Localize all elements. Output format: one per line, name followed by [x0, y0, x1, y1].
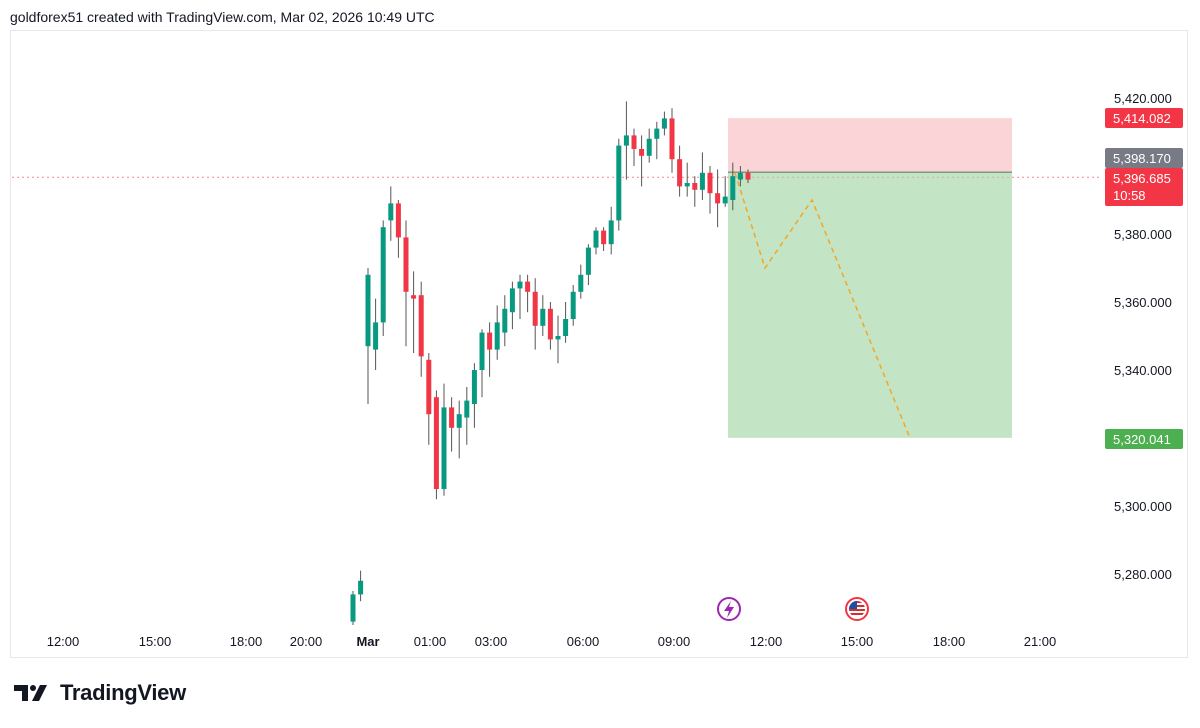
price-tick: 5,380.000: [1114, 227, 1172, 242]
candle-body: [692, 183, 698, 190]
candles-group: [350, 101, 751, 625]
candle-body: [737, 172, 743, 180]
candle-body: [441, 407, 447, 489]
candle-body: [585, 247, 591, 275]
candle-body: [669, 118, 675, 160]
candle-body: [722, 196, 728, 204]
candle-body: [745, 172, 751, 180]
candle-body: [654, 128, 660, 139]
candle-body: [639, 149, 645, 156]
time-tick: 12:00: [47, 634, 80, 649]
tradingview-logo-icon: [14, 685, 47, 701]
price-axis: 5,420.000 5,380.000 5,360.000 5,340.000 …: [1114, 91, 1172, 582]
stop-loss-zone[interactable]: [728, 118, 1012, 173]
candle-body: [661, 118, 667, 129]
candle-body: [426, 359, 432, 415]
candle-body: [532, 291, 538, 326]
candle-body: [631, 135, 637, 149]
time-tick: 01:00: [414, 634, 447, 649]
tradingview-wordmark: TradingView: [60, 680, 186, 705]
candle-body: [570, 291, 576, 319]
svg-text:5,320.041: 5,320.041: [1113, 432, 1171, 447]
candle-body: [715, 193, 721, 204]
candle-body: [684, 183, 690, 187]
candle-body: [502, 308, 508, 333]
candle-body: [540, 308, 546, 326]
candle-body: [699, 172, 705, 190]
price-tick: 5,360.000: [1114, 295, 1172, 310]
price-tick: 5,340.000: [1114, 363, 1172, 378]
time-tick: Mar: [356, 634, 379, 649]
price-tick: 5,420.000: [1114, 91, 1172, 106]
time-tick: 15:00: [139, 634, 172, 649]
candle-body: [555, 336, 561, 340]
reference-price-badge: 5,398.170: [1105, 148, 1183, 168]
take-profit-zone[interactable]: [728, 172, 1012, 438]
candle-body: [395, 203, 401, 238]
svg-text:5,396.685: 5,396.685: [1113, 171, 1171, 186]
candle-body: [509, 288, 515, 313]
bar-countdown: 10:58: [1113, 188, 1146, 203]
svg-text:5,398.170: 5,398.170: [1113, 151, 1171, 166]
candle-body: [365, 274, 371, 347]
chart-frame: [10, 30, 1188, 658]
candle-body: [456, 414, 462, 428]
candle-body: [593, 230, 599, 248]
chart-attribution: goldforex51 created with TradingView.com…: [10, 9, 435, 25]
candle-body: [677, 159, 683, 187]
candle-body: [403, 237, 409, 292]
candle-body: [547, 308, 553, 340]
candle-body: [525, 281, 531, 292]
candle-body: [707, 172, 713, 194]
candle-body: [494, 322, 500, 350]
candle-body: [449, 407, 455, 428]
candle-body: [464, 400, 470, 418]
svg-text:5,414.082: 5,414.082: [1113, 111, 1171, 126]
candle-body: [350, 594, 356, 622]
candle-body: [487, 332, 493, 350]
last-price-badge: 5,396.685 10:58: [1105, 168, 1183, 206]
time-tick: 12:00: [750, 634, 783, 649]
time-tick: 03:00: [475, 634, 508, 649]
candle-body: [388, 203, 394, 221]
projection-path[interactable]: [734, 172, 911, 439]
candle-body: [373, 322, 379, 350]
candle-body: [578, 274, 584, 292]
us-flag-event-icon[interactable]: [845, 597, 869, 621]
time-tick: 09:00: [658, 634, 691, 649]
time-axis: 12:00 15:00 18:00 20:00 Mar 01:00 03:00 …: [47, 634, 1057, 649]
candle-body: [433, 397, 439, 489]
stop-loss-badge: 5,414.082: [1105, 108, 1183, 128]
price-tick: 5,280.000: [1114, 567, 1172, 582]
price-tick: 5,300.000: [1114, 499, 1172, 514]
candle-body: [616, 145, 622, 221]
time-tick: 18:00: [230, 634, 263, 649]
time-tick: 15:00: [841, 634, 874, 649]
time-tick: 18:00: [933, 634, 966, 649]
candle-body: [601, 230, 607, 245]
time-tick: 20:00: [290, 634, 323, 649]
time-tick: 21:00: [1024, 634, 1057, 649]
candle-body: [471, 370, 477, 404]
take-profit-badge: 5,320.041: [1105, 429, 1183, 449]
candle-body: [563, 319, 569, 336]
short-position-tool[interactable]: [728, 118, 1012, 438]
candle-body: [646, 138, 652, 156]
candle-body: [479, 332, 485, 370]
tradingview-logo[interactable]: TradingView: [14, 680, 186, 706]
candle-body: [418, 295, 424, 357]
lightning-event-icon[interactable]: [717, 597, 741, 621]
candle-body: [380, 227, 386, 323]
candle-body: [623, 135, 629, 146]
candle-body: [517, 281, 523, 289]
time-tick: 06:00: [567, 634, 600, 649]
candle-body: [608, 220, 614, 245]
candle-body: [358, 580, 364, 595]
candle-body: [411, 295, 417, 299]
candle-body: [730, 176, 736, 200]
